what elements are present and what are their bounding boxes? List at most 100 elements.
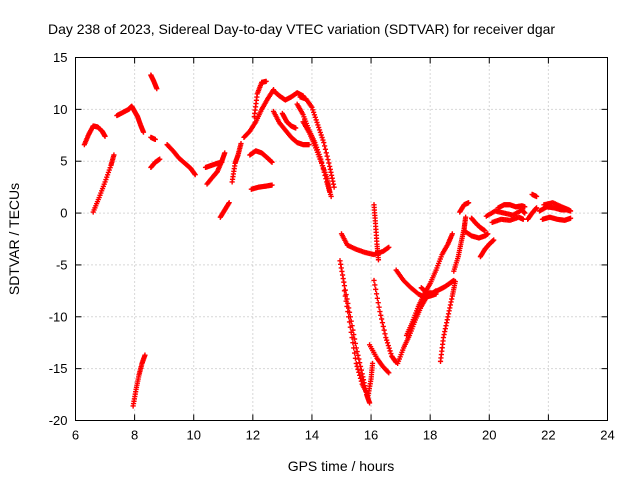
data-point: [388, 350, 394, 357]
data-point: [312, 114, 318, 120]
data-point: [522, 204, 528, 210]
data-point: [310, 107, 316, 113]
y-tick-label: 0: [60, 206, 67, 221]
data-point: [318, 132, 324, 138]
data-point: [315, 122, 321, 128]
series-arc-34: [451, 214, 469, 274]
data-point: [385, 369, 391, 375]
data-point: [351, 345, 357, 351]
data-point: [378, 312, 384, 318]
chart-title: Day 238 of 2023, Sidereal Day-to-day VTE…: [48, 21, 555, 37]
data-point: [369, 360, 376, 367]
data-point: [375, 300, 381, 306]
y-axis-label: SDTVAR / TECUs: [6, 183, 22, 295]
series-arc-11: [217, 200, 232, 220]
plot-frame: [75, 57, 608, 421]
x-tick-label: 20: [482, 428, 496, 443]
series-arc-6: [148, 134, 158, 143]
series-arc-46: [541, 200, 572, 213]
data-point: [102, 133, 108, 139]
data-point: [293, 125, 299, 131]
data-point: [357, 372, 363, 378]
series-arc-12: [229, 140, 244, 185]
series-arc-25: [341, 288, 376, 399]
series-arc-7: [148, 156, 163, 171]
data-point: [346, 314, 352, 320]
data-point: [381, 327, 387, 333]
data-point: [140, 129, 147, 135]
data-point: [491, 237, 497, 243]
data-point: [533, 205, 540, 211]
data-point: [322, 143, 328, 149]
data-point: [317, 129, 323, 136]
data-point: [449, 231, 455, 237]
series-arc-18: [270, 108, 312, 148]
series-arc-43: [529, 191, 540, 200]
data-point: [348, 329, 354, 335]
x-tick-label: 6: [72, 428, 79, 443]
data-point: [357, 360, 363, 366]
data-point: [152, 136, 158, 143]
y-tick-label: -20: [49, 413, 68, 428]
data-point: [372, 282, 378, 288]
data-point: [387, 348, 393, 354]
data-point: [485, 231, 491, 237]
series-arc-24: [337, 258, 373, 406]
data-point: [319, 134, 325, 141]
data-point: [306, 142, 312, 148]
data-point: [379, 316, 385, 322]
data-point: [533, 193, 540, 200]
series-arc-28: [371, 277, 399, 366]
y-tick-label: 10: [53, 102, 67, 117]
data-point: [351, 350, 358, 356]
data-point: [341, 288, 348, 294]
series-arc-31: [403, 231, 455, 339]
data-point: [384, 337, 390, 343]
data-point: [316, 124, 322, 131]
data-point: [356, 356, 362, 362]
data-point: [349, 334, 355, 341]
y-tick-label: -5: [56, 257, 68, 272]
series-arc-32: [418, 277, 457, 296]
axis-ticks: 6 8 10 12 14 16 18 20 22 24 15 10 5 0 -5 -10 -15 -20: [49, 50, 615, 443]
series-arc-15: [247, 148, 275, 165]
data-point: [382, 331, 388, 337]
data-point: [238, 140, 244, 147]
series-arc-8: [164, 142, 198, 178]
data-point: [142, 352, 148, 358]
data-point: [386, 345, 392, 351]
data-point: [226, 200, 232, 206]
data-point: [355, 352, 361, 358]
data-point: [350, 340, 356, 346]
data-point: [344, 303, 350, 310]
data-point: [345, 309, 351, 315]
data-point: [322, 146, 329, 152]
data-point: [386, 370, 392, 376]
data-point: [111, 152, 117, 158]
series-arc-29: [395, 288, 439, 367]
grid: [75, 57, 608, 421]
series-arc-14: [251, 78, 269, 120]
y-tick-label: -10: [49, 309, 68, 324]
series-arc-42: [525, 205, 540, 222]
x-tick-label: 22: [541, 428, 555, 443]
data-point: [452, 278, 458, 285]
data-point: [323, 150, 329, 156]
data-point: [352, 355, 359, 361]
x-tick-label: 14: [305, 428, 319, 443]
series-arc-35: [457, 200, 472, 215]
data-point: [353, 360, 359, 367]
data-point: [192, 172, 198, 178]
data-point: [320, 137, 326, 143]
data-point: [374, 295, 380, 301]
data-point: [328, 193, 334, 200]
data-point: [313, 117, 319, 123]
series-arc-10: [204, 150, 228, 187]
data-point: [352, 340, 359, 347]
data-point: [373, 291, 380, 297]
x-tick-label: 24: [600, 428, 614, 443]
series-arc-27: [366, 342, 392, 376]
series-arc-45: [539, 214, 574, 223]
data-point: [347, 324, 353, 330]
data-point: [331, 184, 337, 190]
